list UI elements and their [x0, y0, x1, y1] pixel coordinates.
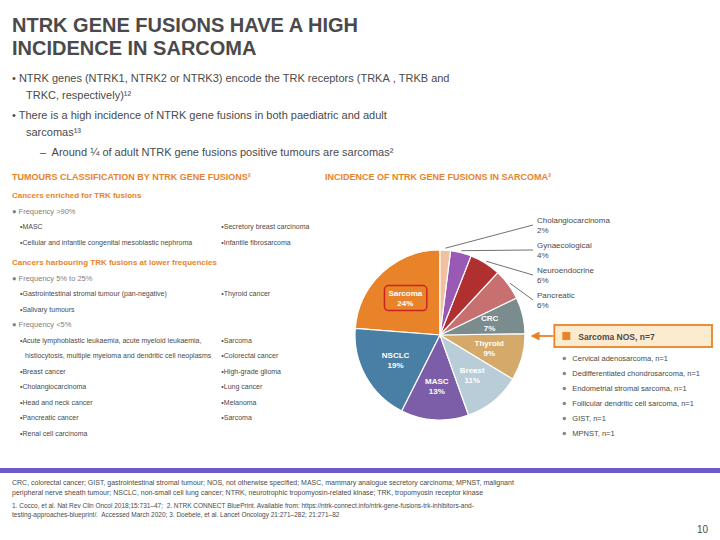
slice-label: CRC: [481, 314, 499, 323]
classification-item: •Lung cancer: [221, 383, 263, 391]
callout-swatch: [562, 332, 570, 340]
data-label: 24%: [397, 299, 413, 308]
callout-bullet: [563, 372, 567, 376]
callout-item: Dedifferentiated chondrosarcoma, n=1: [572, 369, 700, 378]
frequency-label: ● Frequency >90%: [12, 207, 76, 216]
classification-item: •Breast cancer: [20, 368, 66, 375]
callout-item: MPNST, n=1: [572, 429, 614, 438]
classification-item: •Salivary tumours: [20, 306, 75, 314]
slice-label: Neuroendocrine: [537, 266, 594, 275]
classification-item: •Colorectal cancer: [221, 352, 279, 359]
slice-label: NSCLC: [382, 351, 410, 360]
callout-arrow: [532, 335, 553, 337]
sarcoma-callout: Sarcoma NOS, n=7 Cervical adenosarcoma, n…: [532, 325, 712, 438]
callout-bullet: [563, 417, 567, 421]
callout-item: Follicular dendritic cell sarcoma, n=1: [572, 399, 694, 408]
classification-item: histiocytosis, multiple myeloma and dend…: [25, 352, 212, 360]
data-label: 19%: [388, 361, 404, 370]
highlight-box: [384, 286, 426, 311]
classification-item: •Infantile fibrosarcoma: [221, 239, 290, 246]
slice-label: Pancreatic: [537, 291, 575, 300]
data-label: 9%: [483, 349, 495, 358]
leader-line: [510, 283, 533, 300]
data-label: 13%: [429, 387, 445, 396]
frequency-label: ● Frequency <5%: [12, 320, 72, 329]
leader-line: [445, 225, 533, 248]
slices: [355, 250, 525, 420]
callout-item: GIST, n=1: [572, 414, 606, 423]
classification-heading: Cancers harbouring TRK fusions at lower …: [12, 258, 217, 267]
reference: testing-approaches-blueprint/. Accessed …: [12, 511, 340, 519]
callout-bullet: [563, 402, 567, 406]
page-number: 10: [697, 524, 709, 535]
classification-item: •MASC: [20, 223, 43, 230]
classification-item: •Renal cell carcinoma: [20, 430, 88, 437]
data-label: 4%: [537, 251, 549, 260]
callout-item: Endometrial stromal sarcoma, n=1: [572, 384, 686, 393]
page: NTRK GENE FUSIONS HAVE A HIGHINCIDENCE I…: [0, 0, 720, 540]
footnote: CRC, colorectal cancer; GIST, gastrointe…: [12, 479, 514, 487]
slice-label: MASC: [425, 377, 449, 386]
data-label: 11%: [464, 376, 480, 385]
data-label: 6%: [537, 276, 549, 285]
title-line: INCIDENCE IN SARCOMA: [12, 37, 256, 59]
callout-bullet: [563, 387, 567, 391]
data-label: 2%: [537, 226, 549, 235]
slice-label: Breast: [460, 366, 485, 375]
classification-item: •Gastrointestinal stromal tumour (pan-ne…: [20, 290, 167, 298]
intro-line: • There is a high incidence of NTRK gene…: [12, 109, 387, 121]
callout-title-box: [554, 325, 712, 347]
classification-item: •High-grade glioma: [221, 368, 281, 376]
classification-item: •Sarcoma: [221, 414, 252, 421]
footer: CRC, colorectal cancer; GIST, gastrointe…: [12, 479, 514, 519]
leader-line: [461, 250, 533, 252]
pie-slice: [355, 250, 440, 335]
footnote: peripheral nerve sheath tumour; NSCLC, n…: [12, 489, 483, 497]
intro-line: – Around ¼ of adult NTRK gene fusions po…: [40, 146, 394, 158]
slice-label: Thyroid: [475, 339, 504, 348]
intro-line: sarcomas¹³: [26, 126, 81, 138]
classification-item: •Cholangiocarcinoma: [20, 383, 86, 391]
slice-label: Cholangiocarcinoma: [537, 216, 610, 225]
intro: • NTRK genes (NTRK1, NTRK2 or NTRK3) enc…: [12, 72, 449, 158]
callout-bullet: [563, 432, 567, 436]
data-label: 6%: [537, 301, 549, 310]
classification-item: •Acute lymphoblastic leukaemia, acute my…: [20, 337, 201, 345]
callout-title: Sarcoma NOS, n=7: [578, 332, 655, 342]
reference: 1. Cocco, et al. Nat Rev Clin Oncol 2018…: [12, 502, 474, 510]
intro-line: • NTRK genes (NTRK1, NTRK2 or NTRK3) enc…: [12, 72, 449, 84]
pie-slice: [440, 334, 525, 379]
classification-item: •Sarcoma: [221, 337, 252, 344]
classification-item: •Cellular and infantile congenital mesob…: [20, 239, 192, 247]
pie-slice: [440, 335, 513, 415]
callout-bullet: [563, 357, 567, 361]
pie-slice: [440, 251, 471, 335]
title-line: NTRK GENE FUSIONS HAVE A HIGH: [12, 14, 358, 36]
pie-slice: [440, 250, 451, 335]
classification: Cancers enriched for TRK fusions ● Freque…: [12, 191, 310, 437]
classification-item: •Head and neck cancer: [20, 399, 93, 406]
chart-title: INCIDENCE OF NTRK GENE FUSIONS IN SARCOM…: [325, 172, 551, 182]
separator-bar: [0, 468, 720, 473]
classification-item: •Thyroid cancer: [221, 290, 270, 298]
classification-item: •Melanoma: [221, 399, 256, 406]
section-header: TUMOURS CLASSIFICATION BY NTRK GENE FUSI…: [12, 172, 251, 182]
slice-label: Gynaecological: [537, 241, 592, 250]
callout-item: Cervical adenosarcoma, n=1: [572, 354, 668, 363]
classification-item: •Secretory breast carcinoma: [221, 223, 309, 231]
slice-label: Sarcoma: [388, 289, 422, 298]
intro-line: TRKC, respectively)¹²: [26, 89, 131, 101]
data-label: 7%: [484, 324, 496, 333]
classification-item: •Pancreatic cancer: [20, 414, 79, 421]
leader-line: [486, 261, 533, 275]
classification-heading: Cancers enriched for TRK fusions: [12, 191, 142, 200]
title: NTRK GENE FUSIONS HAVE A HIGHINCIDENCE I…: [12, 14, 358, 59]
frequency-label: ● Frequency 5% to 25%: [12, 274, 93, 283]
